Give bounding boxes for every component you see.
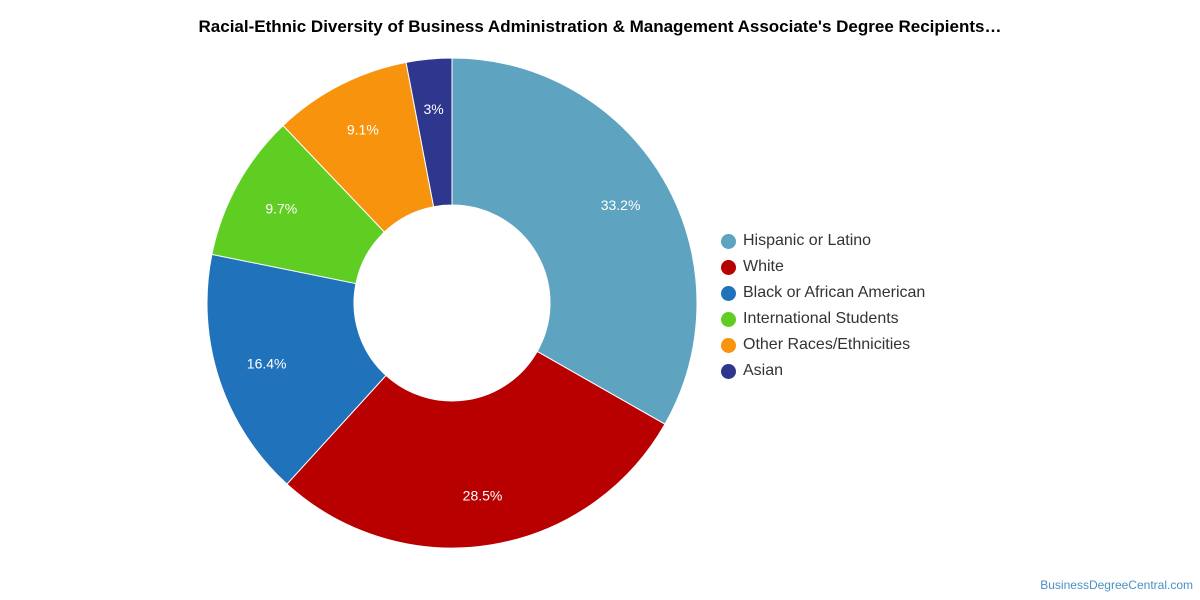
- slice-label-black-or-african-american: 16.4%: [247, 356, 287, 372]
- legend-swatch: [721, 311, 736, 327]
- legend: Hispanic or Latino White Black or African …: [721, 228, 925, 384]
- slice-black-or-african-american[interactable]: [206, 253, 387, 485]
- legend-swatch: [721, 285, 736, 301]
- legend-label: Other Races/Ethnicities: [743, 336, 911, 353]
- slice-label-hispanic-or-latino: 33.2%: [601, 197, 641, 213]
- legend-swatch: [721, 233, 736, 249]
- source-credit[interactable]: BusinessDegreeCentral.com: [1040, 578, 1193, 592]
- legend-label: White: [743, 258, 784, 275]
- legend-item-international-students[interactable]: International Students: [721, 306, 925, 332]
- legend-swatch: [721, 337, 736, 353]
- legend-item-other-races-ethnicities[interactable]: Other Races/Ethnicities: [721, 332, 925, 358]
- legend-label: International Students: [743, 310, 899, 327]
- slice-label-international-students: 9.7%: [265, 201, 297, 217]
- legend-swatch: [721, 259, 736, 275]
- legend-label: Hispanic or Latino: [743, 232, 872, 249]
- legend-item-black-or-african-american[interactable]: Black or African American: [721, 280, 925, 306]
- donut-slices: [206, 57, 698, 549]
- legend-label: Asian: [743, 362, 784, 379]
- legend-item-white[interactable]: White: [721, 254, 925, 280]
- legend-item-hispanic-or-latino[interactable]: Hispanic or Latino: [721, 228, 925, 254]
- slice-asian[interactable]: [405, 57, 453, 208]
- legend-item-asian[interactable]: Asian: [721, 358, 925, 384]
- legend-label: Black or African American: [743, 284, 926, 301]
- donut-slice-labels: 33.2% 28.5% 16.4% 9.7% 9.1% 3%: [247, 101, 641, 504]
- chart-title: Racial-Ethnic Diversity of Business Admi…: [198, 17, 1002, 36]
- slice-white[interactable]: [286, 350, 666, 549]
- legend-swatch: [721, 363, 736, 379]
- slice-label-white: 28.5%: [463, 488, 503, 504]
- slice-hispanic-or-latino[interactable]: [451, 57, 698, 425]
- slice-label-other-races-ethnicities: 9.1%: [347, 122, 379, 138]
- slice-label-asian: 3%: [424, 101, 444, 117]
